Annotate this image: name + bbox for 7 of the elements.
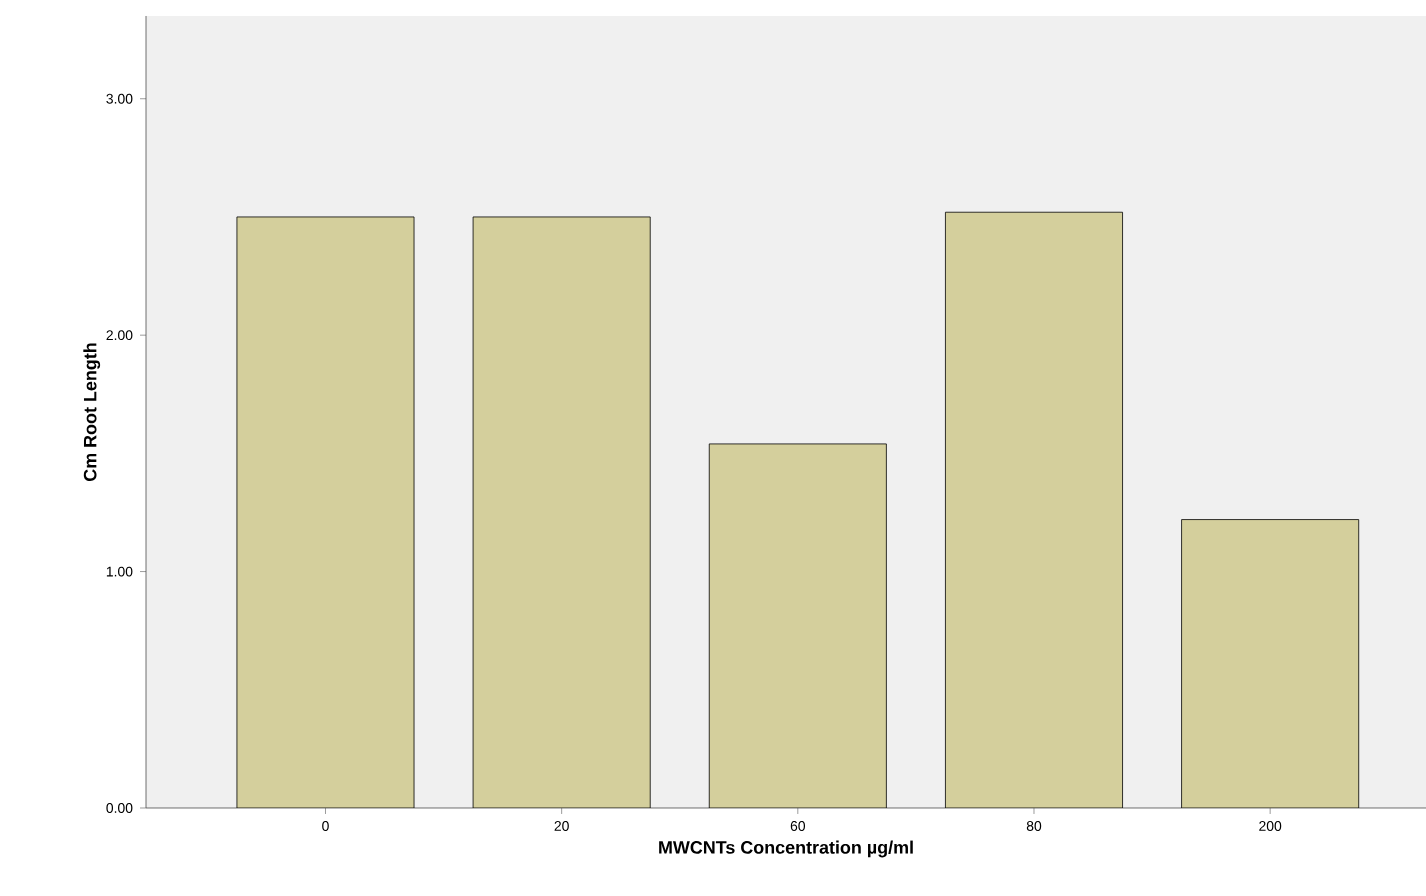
bar [472,216,651,808]
y-axis-title: Cm Root Length [83,343,101,481]
bar [236,216,415,808]
x-axis-title: MWCNTs Concentration µg/ml [659,840,913,858]
bar [708,443,887,808]
bar [945,211,1123,808]
bar [1181,519,1360,808]
